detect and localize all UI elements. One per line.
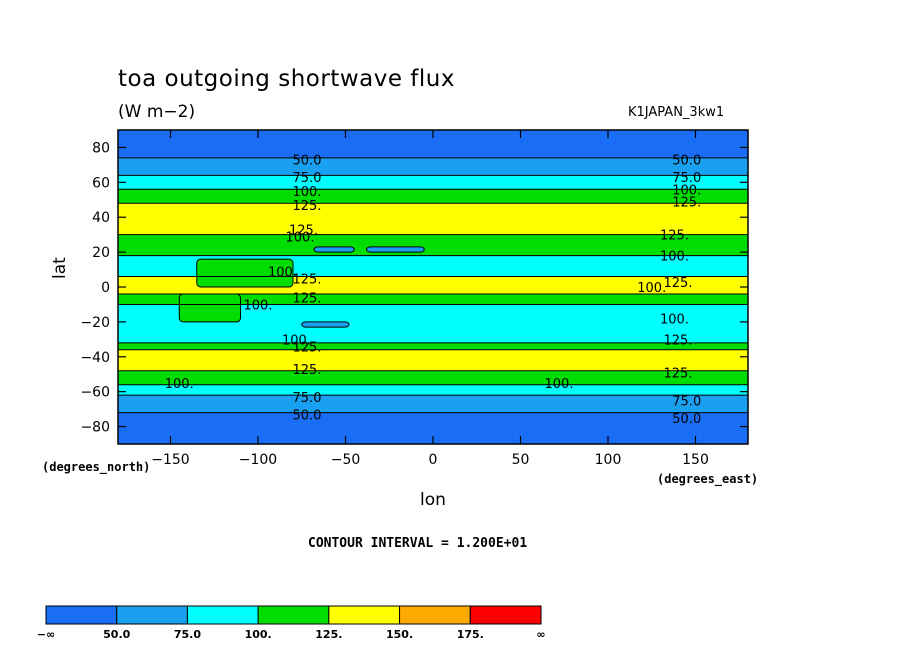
contour-label-17: 125.: [293, 291, 322, 306]
x-tick-label-5: 100: [595, 452, 622, 468]
contour-label-7: 125.: [672, 196, 701, 211]
contour-label-12: 100.: [268, 265, 297, 280]
x-tick-label-2: −50: [331, 452, 361, 468]
colorbar-swatch-3: [257, 605, 330, 625]
axis-ticks: −150 −100 −50 0 50 100 150 80 60 40 20 0 −20 −40 −60 −8…: [80, 130, 748, 468]
band-12: [118, 370, 748, 385]
contour-label-29: 50.0: [672, 412, 701, 427]
filled-contours: [118, 130, 748, 444]
y-tick-label-6: −40: [80, 350, 110, 366]
colorbar-label-0: −∞: [37, 628, 55, 641]
patch-2: [313, 246, 355, 253]
chart-title: toa outgoing shortwave flux: [118, 66, 455, 92]
colorbar: −∞ 50.0 75.0 100. 125. 150. 175. ∞: [37, 605, 546, 641]
band-3: [118, 189, 748, 204]
contour-interval-note: CONTOUR INTERVAL = 1.200E+01: [308, 536, 528, 551]
x-tick-label-6: 150: [682, 452, 709, 468]
colorbar-label-4: 125.: [315, 628, 342, 641]
band-8: [118, 293, 748, 305]
band-4: [118, 203, 748, 235]
contour-label-20: 125.: [293, 340, 322, 355]
contour-label-27: 75.0: [672, 394, 701, 409]
patch-4: [301, 321, 350, 328]
colorbar-label-6: 175.: [457, 628, 484, 641]
contour-lines: [118, 157, 748, 414]
x-tick-label-0: −150: [151, 452, 189, 468]
units-label: (W m−2): [118, 102, 196, 122]
x-tick-label-4: 50: [512, 452, 530, 468]
y-tick-label-1: 60: [92, 175, 110, 191]
contour-label-1: 50.0: [672, 154, 701, 169]
y-axis-units: (degrees_north): [42, 460, 151, 474]
x-axis-label: lon: [420, 490, 446, 510]
colorbar-label-2: 75.0: [174, 628, 201, 641]
band-11: [118, 349, 748, 371]
x-tick-label-1: −100: [239, 452, 277, 468]
contour-label-19: 100.: [282, 333, 311, 348]
contour-label-13: 125.: [293, 272, 322, 287]
contour-label-16: 100.: [244, 298, 273, 313]
contour-label-23: 125.: [664, 366, 693, 381]
patch-1: [178, 293, 241, 323]
y-tick-label-5: −20: [80, 315, 110, 331]
band-2: [118, 175, 748, 190]
y-tick-label-4: 0: [101, 280, 110, 296]
y-tick-label-8: −80: [80, 420, 110, 436]
contour-label-0: 50.0: [293, 154, 322, 169]
contour-label-18: 100.: [660, 312, 689, 327]
contour-label-28: 50.0: [293, 408, 322, 423]
colorbar-swatch-2: [186, 605, 259, 625]
y-tick-label-2: 40: [92, 210, 110, 226]
colorbar-swatch-4: [328, 605, 401, 625]
run-id-label: K1JAPAN_3kw1: [628, 105, 725, 120]
colorbar-label-3: 100.: [245, 628, 272, 641]
contour-label-22: 125.: [293, 363, 322, 378]
y-tick-label-7: −60: [80, 385, 110, 401]
colorbar-swatch-5: [399, 605, 471, 625]
contour-label-6: 125.: [293, 199, 322, 214]
contour-label-3: 75.0: [672, 171, 701, 186]
contour-label-8: 125.: [289, 223, 318, 238]
colorbar-label-5: 150.: [386, 628, 413, 641]
patch-0: [196, 258, 294, 288]
colorbar-swatch-0: [45, 605, 118, 625]
contour-label-11: 100.: [660, 250, 689, 265]
contour-label-26: 75.0: [293, 391, 322, 406]
band-13: [118, 384, 748, 396]
patch-3: [366, 246, 425, 253]
contour-label-10: 125.: [660, 229, 689, 244]
colorbar-swatch-6: [469, 605, 542, 625]
band-5: [118, 234, 748, 256]
contour-label-4: 100.: [293, 185, 322, 200]
contour-label-15: 100.: [637, 281, 666, 296]
y-tick-label-0: 80: [92, 140, 110, 156]
contour-label-2: 75.0: [293, 171, 322, 186]
contour-label-24: 100.: [165, 377, 194, 392]
contour-label-21: 125.: [664, 333, 693, 348]
contour-label-25: 100.: [545, 377, 574, 392]
contour-label-14: 125.: [664, 276, 693, 291]
band-10: [118, 342, 748, 350]
band-1: [118, 157, 748, 176]
x-tick-label-3: 0: [429, 452, 438, 468]
band-14: [118, 395, 748, 413]
colorbar-label-7: ∞: [536, 628, 545, 641]
contour-label-9: 100.: [286, 230, 315, 245]
colorbar-label-1: 50.0: [103, 628, 130, 641]
x-axis-units: (degrees_east): [657, 472, 759, 486]
y-tick-label-3: 20: [92, 245, 110, 261]
contour-label-5: 100.: [672, 183, 701, 198]
colorbar-swatch-1: [116, 605, 188, 625]
